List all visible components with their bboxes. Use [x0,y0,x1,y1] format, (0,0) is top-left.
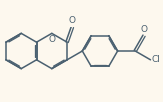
Text: O: O [141,25,148,34]
Text: Cl: Cl [152,55,161,64]
Text: O: O [48,35,55,44]
Text: O: O [69,16,76,25]
